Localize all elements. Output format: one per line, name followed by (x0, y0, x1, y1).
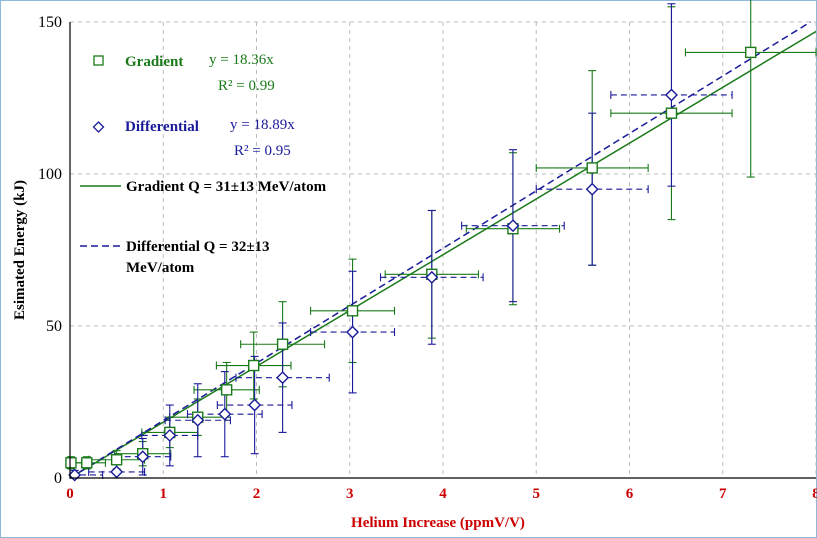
x-tick-label: 4 (439, 486, 447, 502)
gradient-point (665, 107, 678, 119)
legend-differential-r2: R² = 0.95 (234, 143, 291, 159)
tick-labels: 0 50 100 150 0 1 2 3 4 5 6 7 8 (38, 14, 817, 502)
gradient-point (346, 305, 359, 317)
differential-fit-line (69, 21, 811, 479)
y-tick-label: 150 (38, 14, 62, 31)
y-tick-label: 50 (46, 318, 62, 335)
differential-point (276, 371, 290, 385)
x-axis-label: Helium Increase (ppmV/V) (351, 515, 525, 531)
legend-gradient-name: Gradient (125, 54, 183, 70)
gradient-point (586, 162, 598, 174)
differential-point (346, 325, 360, 339)
x-tick-label: 3 (346, 486, 354, 502)
legend-differential-diamond-icon (92, 121, 105, 133)
legend-gradient-fit: y = 18.36x (209, 52, 274, 68)
legend-differential-fit: y = 18.89x (230, 117, 295, 133)
x-tick-label: 7 (719, 486, 727, 502)
y-tick-label: 100 (38, 166, 62, 183)
y-tick-label: 0 (54, 470, 62, 487)
differential-point (585, 182, 599, 196)
differential-point (163, 428, 177, 442)
axes (69, 22, 816, 479)
gradient-point (248, 359, 260, 372)
legend-differential-fit-name-line1: Differential Q = 32±13 (126, 239, 270, 255)
x-tick-label: 8 (812, 486, 817, 502)
gradient-error-bar (684, 0, 817, 178)
gradient-point (65, 457, 77, 469)
x-tick-label: 6 (626, 486, 634, 502)
gradient-point (276, 338, 289, 350)
x-tick-label: 0 (66, 486, 74, 502)
x-tick-label: 5 (533, 486, 541, 502)
legend-differential-name: Differential (125, 119, 199, 135)
differential-point (110, 465, 124, 479)
gradient-point (220, 384, 233, 396)
differential-point (136, 450, 150, 464)
markers (65, 46, 757, 482)
differential-point (191, 413, 205, 427)
differential-point (506, 219, 520, 233)
legend-differential-fit-name-line2: MeV/atom (126, 260, 195, 276)
x-tick-label: 2 (253, 486, 261, 502)
legend-gradient-r2: R² = 0.99 (218, 78, 275, 94)
differential-point (664, 88, 678, 102)
gradient-point (745, 46, 757, 59)
legend-gradient-fit-name: Gradient Q = 31±13 MeV/atom (126, 179, 327, 195)
legend-gradient-square-icon (93, 55, 104, 66)
y-axis-label: Esimated Energy (kJ) (12, 180, 28, 320)
differential-point (425, 270, 439, 284)
gradient-point (110, 454, 123, 466)
differential-point (68, 468, 82, 482)
x-tick-label: 1 (160, 486, 168, 502)
gradient-fit-line (69, 30, 817, 479)
gradient-point (81, 457, 93, 469)
fit-lines (69, 21, 817, 479)
differential-point (248, 398, 262, 412)
legend: Gradient y = 18.36x R² = 0.99 Differenti… (80, 52, 327, 276)
differential-point (218, 407, 232, 421)
